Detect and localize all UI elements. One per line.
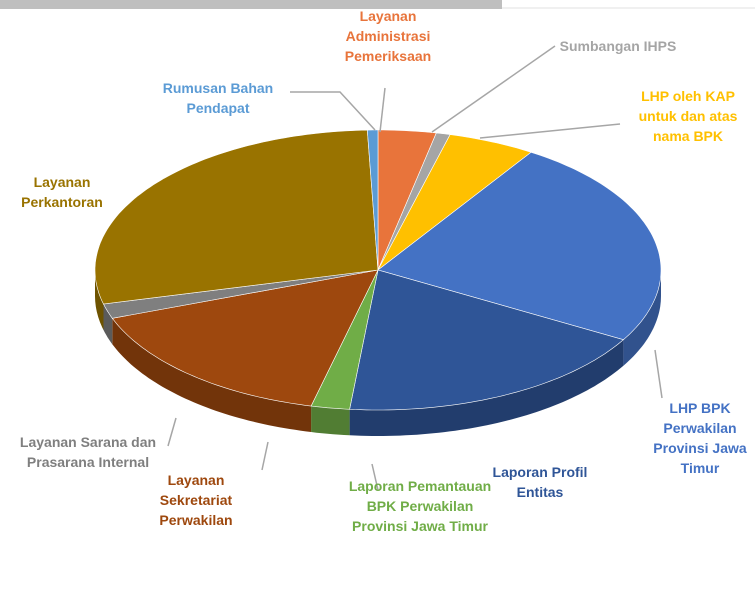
slice-side xyxy=(623,270,661,366)
slice-label: Laporan Pemantauan BPK Perwakilan Provin… xyxy=(348,478,492,534)
slice-label: Layanan Sarana dan Prasarana Internal xyxy=(19,434,157,470)
slice-label: Sumbangan IHPS xyxy=(559,38,677,54)
slice-side xyxy=(349,339,624,436)
leader-line xyxy=(654,349,663,399)
leader-line xyxy=(290,91,376,131)
slice-side xyxy=(311,406,350,436)
leader-line xyxy=(379,87,386,133)
leader-line xyxy=(371,463,379,491)
slice-label: Laporan Profil Entitas xyxy=(492,464,588,500)
slice-label: Layanan Perkantoran xyxy=(21,174,103,210)
pie-slice xyxy=(94,129,379,305)
slice-side xyxy=(112,318,312,432)
leader-line xyxy=(167,417,177,447)
leader-line xyxy=(479,123,621,139)
slice-label: Layanan Administrasi Pemeriksaan xyxy=(344,8,432,64)
pie-slice xyxy=(310,269,379,410)
pie-slice xyxy=(377,151,662,341)
slice-side xyxy=(95,270,104,330)
leader-line xyxy=(261,441,269,471)
slice-label: LHP oleh KAP untuk dan atas nama BPK xyxy=(638,88,738,144)
pie-slice xyxy=(377,134,532,271)
slice-label: Rumusan Bahan Pendapat xyxy=(162,80,274,116)
slice-label: LHP BPK Perwakilan Provinsi Jawa Timur xyxy=(653,400,747,476)
pie-slice xyxy=(366,129,379,271)
leader-line xyxy=(431,45,556,133)
pie-slice xyxy=(103,269,379,319)
slice-side xyxy=(103,304,113,345)
header-bar xyxy=(0,0,502,9)
slice-label: Layanan Sekretariat Perwakilan xyxy=(159,472,233,528)
pie-slice xyxy=(349,269,625,411)
pie-slice xyxy=(111,269,379,407)
